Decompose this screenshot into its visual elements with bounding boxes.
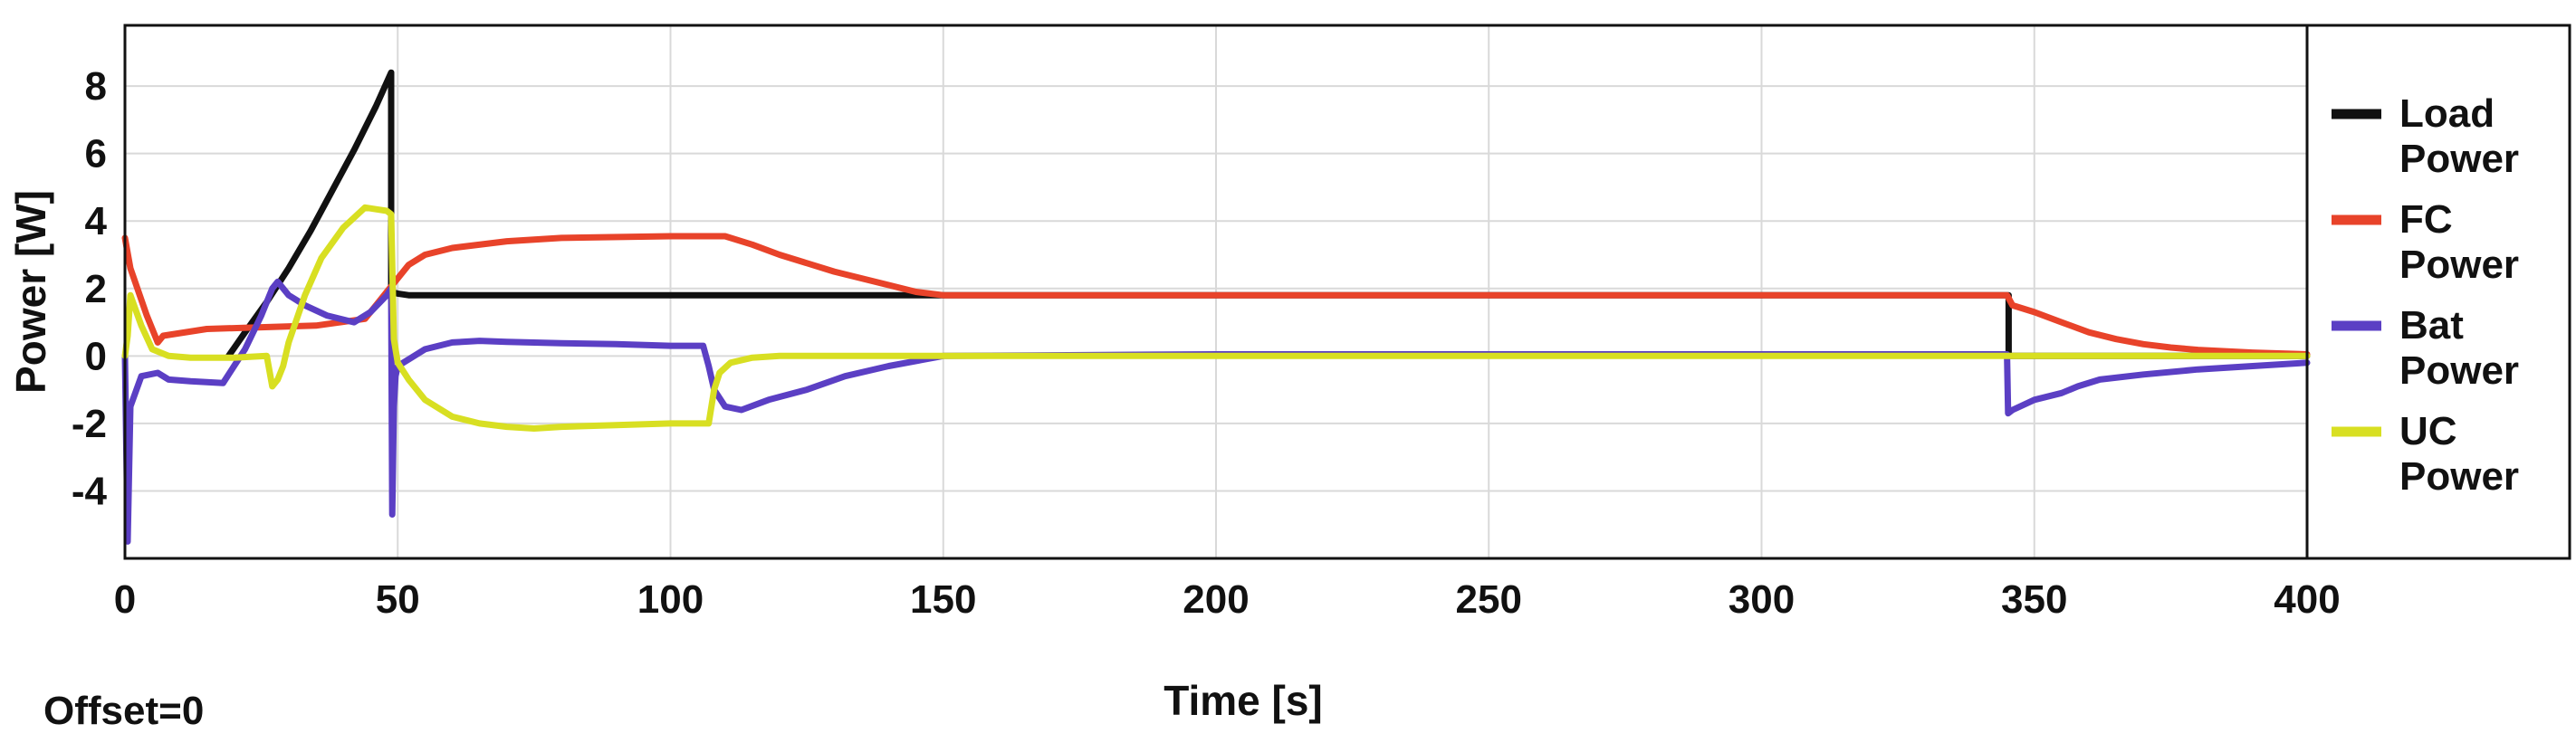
legend-label: Power	[2399, 137, 2519, 181]
y-axis-label: Power [W]	[7, 190, 54, 394]
x-tick-label: 350	[2001, 577, 2067, 622]
y-tick-label: 0	[85, 334, 107, 378]
series-line-load-power	[225, 69, 2311, 359]
grid-layer	[125, 25, 2307, 558]
series-line-fc-power	[121, 233, 2311, 357]
legend-label: FC	[2399, 197, 2453, 242]
legend-label: Power	[2399, 348, 2519, 393]
y-tick-label: -4	[72, 469, 108, 513]
legend-label: Bat	[2399, 303, 2464, 348]
x-tick-label: 400	[2274, 577, 2340, 622]
x-tick-label: 150	[910, 577, 976, 622]
series-line-bat-power	[121, 278, 2311, 545]
x-tick-label: 50	[376, 577, 420, 622]
series-layer	[121, 69, 2311, 545]
x-axis-ticks: 0 50 100 150 200 250 300 350 400	[114, 577, 2341, 622]
y-tick-label: 4	[85, 199, 108, 243]
x-axis-label: Time [s]	[1164, 677, 1323, 724]
x-tick-label: 100	[637, 577, 704, 622]
offset-label: Offset=0	[43, 689, 204, 733]
y-tick-label: 2	[85, 267, 107, 311]
legend-label: Power	[2399, 454, 2519, 499]
series-line-uc-power	[121, 204, 2311, 432]
y-tick-label: 6	[85, 132, 107, 176]
x-tick-label: 0	[114, 577, 136, 622]
x-tick-label: 250	[1456, 577, 1522, 622]
x-tick-label: 200	[1183, 577, 1249, 622]
x-tick-label: 300	[1729, 577, 1795, 622]
legend-label: Power	[2399, 243, 2519, 287]
legend-label: UC	[2399, 409, 2457, 453]
y-tick-label: -2	[72, 402, 107, 446]
y-tick-label: 8	[85, 64, 107, 109]
y-axis-ticks: -4 -2 0 2 4 6 8	[72, 64, 108, 513]
legend-label: Load	[2399, 91, 2495, 136]
plot-frame	[123, 24, 2571, 560]
